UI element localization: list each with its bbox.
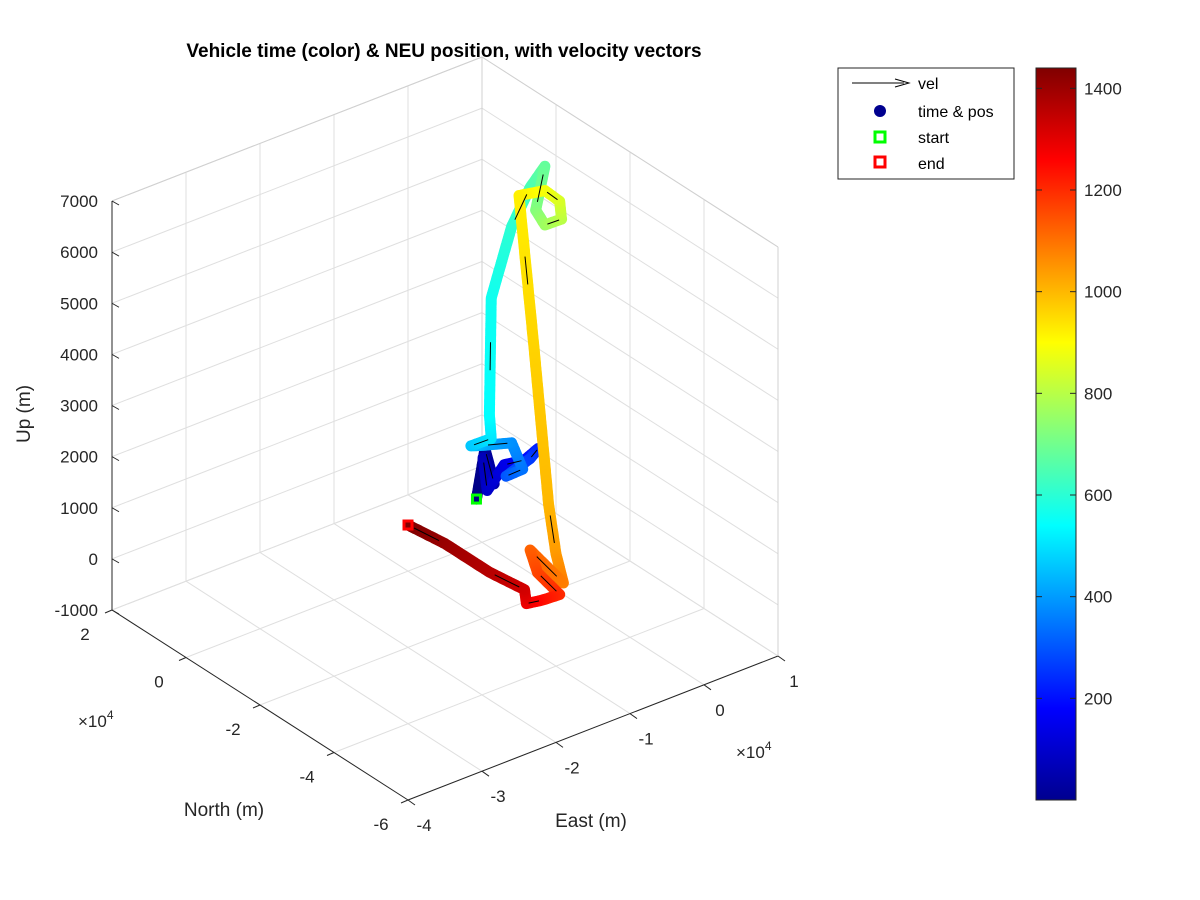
z-tick-mark: [111, 353, 120, 359]
arrow-icon: [894, 78, 911, 88]
axes-3d: -4 -3 -2 -1 0 1 -6 -4 -2 0 2 -1000 0 1000 2000 3000 40…: [55, 56, 799, 835]
x-tick-mark: [703, 684, 712, 691]
velocity-vectors: [413, 174, 560, 604]
y-axis-ticks: -6 -4 -2 0 2: [80, 609, 409, 834]
x-tick-label: 0: [715, 701, 724, 720]
y-axis-label: North (m): [184, 800, 264, 821]
z-tick-label: 4000: [60, 345, 98, 364]
legend-item-vel: vel: [852, 76, 938, 93]
y-tick-label: -6: [373, 815, 388, 834]
velocity-vector: [514, 194, 528, 220]
x-tick-label: -4: [416, 816, 431, 835]
legend-item-time-pos: time & pos: [874, 104, 994, 121]
x-tick-mark: [481, 770, 490, 777]
grid-lines: [111, 56, 779, 801]
x-tick-label: 1: [789, 672, 798, 691]
z-tick-label: -1000: [55, 601, 98, 620]
velocity-vector: [508, 469, 521, 476]
x-tick-mark: [407, 799, 416, 806]
velocity-vector: [413, 527, 440, 542]
z-tick-label: 2000: [60, 448, 98, 467]
velocity-vector: [483, 462, 488, 486]
legend-box: [837, 67, 1015, 180]
z-tick-mark: [111, 558, 120, 564]
x-tick-label: -3: [490, 787, 505, 806]
colorbar-tick-label: 600: [1084, 486, 1112, 505]
open-square-icon: [873, 155, 887, 169]
x-tick-mark: [777, 655, 786, 662]
y-tick-mark: [252, 704, 261, 709]
y-axis-exponent: ×104: [78, 708, 114, 731]
y-tick-mark: [326, 752, 335, 756]
colorbar-tick-label: 400: [1084, 588, 1112, 607]
colorbar-tick-label: 1400: [1084, 79, 1122, 98]
y-tick-label: -2: [225, 720, 240, 739]
legend-item-end: end: [873, 155, 945, 173]
z-tick-mark: [111, 302, 120, 308]
z-tick-label: 3000: [60, 397, 98, 416]
legend-item-start: start: [873, 130, 950, 147]
z-tick-mark: [111, 609, 120, 615]
colorbar-tick-label: 1200: [1084, 181, 1122, 200]
start-marker: [470, 493, 482, 505]
velocity-vector: [528, 600, 540, 604]
colorbar-tick-label: 200: [1084, 689, 1112, 708]
velocity-vector: [549, 515, 555, 544]
velocity-vector: [473, 439, 489, 446]
z-axis-ticks: -1000 0 1000 2000 3000 4000 5000 6000 7000: [55, 192, 120, 620]
x-tick-mark: [629, 713, 638, 720]
velocity-vector: [494, 574, 520, 588]
z-tick-mark: [111, 251, 120, 257]
z-tick-label: 1000: [60, 499, 98, 518]
y-tick-label: 0: [154, 673, 163, 692]
velocity-vector: [487, 442, 508, 446]
velocity-vector: [485, 453, 494, 479]
open-square-icon: [873, 130, 887, 144]
velocity-vector: [540, 575, 557, 592]
svg-text:start: start: [918, 130, 950, 147]
chart-title: Vehicle time (color) & NEU position, wit…: [186, 41, 701, 62]
svg-text:vel: vel: [918, 76, 938, 93]
colorbar-ticks: 200 400 600 800 1000 1200 1400: [1036, 79, 1122, 708]
colorbar-gradient: [1035, 67, 1077, 801]
velocity-vector: [546, 191, 558, 201]
legend: vel time & pos start end: [837, 67, 1015, 180]
velocity-vector: [524, 256, 529, 285]
x-axis-label: East (m): [555, 811, 627, 832]
velocity-vector: [530, 449, 538, 458]
colorbar: 200 400 600 800 1000 1200 1400: [1035, 67, 1122, 801]
y-tick-mark: [400, 799, 409, 804]
z-tick-label: 7000: [60, 192, 98, 211]
x-tick-label: -2: [564, 758, 579, 777]
z-tick-label: 0: [89, 550, 98, 569]
y-tick-mark: [178, 657, 187, 661]
x-tick-label: -1: [638, 730, 653, 749]
svg-text:time & pos: time & pos: [918, 104, 994, 121]
y-tick-label: -4: [299, 768, 314, 787]
z-tick-label: 6000: [60, 243, 98, 262]
end-marker: [402, 519, 414, 531]
velocity-vector: [547, 219, 560, 225]
x-tick-mark: [555, 741, 564, 748]
x-axis-exponent: ×104: [736, 739, 772, 762]
z-tick-mark: [111, 456, 120, 462]
velocity-vector: [536, 556, 558, 577]
z-axis-label: Up (m): [14, 385, 35, 443]
filled-circle-icon: [874, 105, 886, 117]
z-tick-mark: [111, 200, 120, 206]
x-axis-ticks: -4 -3 -2 -1 0 1: [407, 655, 799, 835]
y-tick-mark: [104, 609, 113, 614]
velocity-vector: [507, 460, 522, 465]
z-tick-mark: [111, 507, 120, 513]
svg-text:end: end: [918, 156, 945, 173]
y-tick-label: 2: [80, 625, 89, 644]
z-tick-mark: [111, 405, 120, 410]
axes-frame: [111, 56, 779, 801]
colorbar-tick-label: 1000: [1084, 283, 1122, 302]
velocity-vector: [536, 174, 544, 203]
z-tick-label: 5000: [60, 294, 98, 313]
colorbar-tick-label: 800: [1084, 384, 1112, 403]
